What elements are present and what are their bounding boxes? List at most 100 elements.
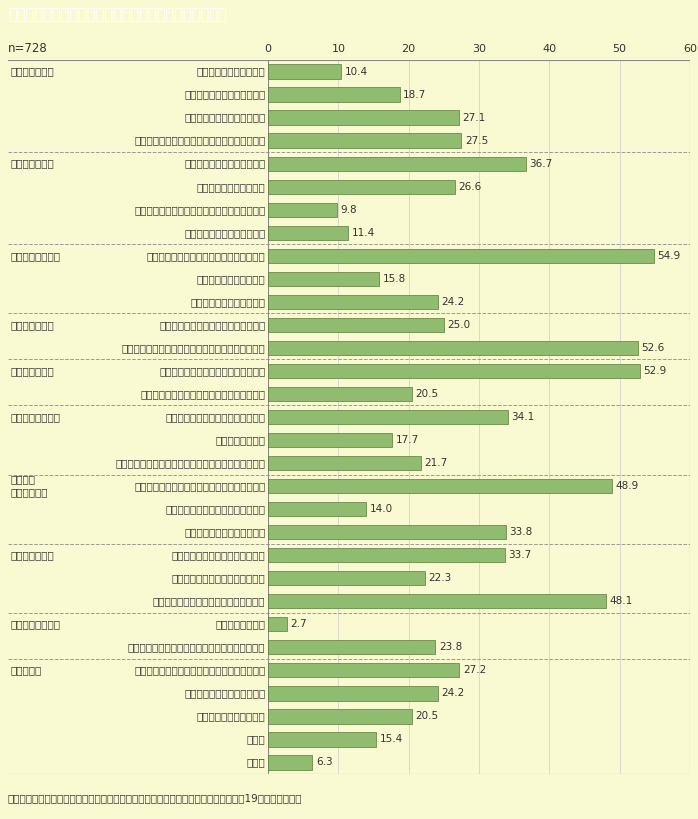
Text: 14.0: 14.0 (370, 505, 393, 514)
Bar (268, 133, 461, 147)
Text: 48.1: 48.1 (610, 596, 633, 606)
Text: 新しい環境になじめない: 新しい環境になじめない (197, 712, 265, 722)
Text: 52.9: 52.9 (644, 366, 667, 376)
Text: 9.8: 9.8 (341, 205, 357, 215)
Text: 子どもを相手のもとから取り戻すことや子どもの親権: 子どもを相手のもとから取り戻すことや子どもの親権 (115, 458, 265, 468)
Text: 相手からの追跡や嫌がらせがある: 相手からの追跡や嫌がらせがある (172, 550, 265, 560)
Text: 第１－５－２図　離れて生活を始めるに当たっての困難: 第１－５－２図 離れて生活を始めるに当たっての困難 (8, 7, 227, 22)
Text: 生活保護が受けられない: 生活保護が受けられない (197, 274, 265, 284)
Text: 17.7: 17.7 (396, 435, 419, 445)
Bar (268, 341, 638, 355)
Text: 24.2: 24.2 (442, 296, 465, 307)
Bar (268, 548, 505, 563)
Text: 相談できる人が周りにいない: 相談できる人が周りにいない (184, 689, 265, 699)
Bar (268, 618, 287, 631)
Text: 【支援者のこと】: 【支援者のこと】 (10, 619, 61, 629)
Text: 【健康のこと】: 【健康のこと】 (10, 366, 54, 376)
Bar (268, 479, 612, 493)
Text: 26.6: 26.6 (459, 182, 482, 192)
Text: 母国語が通じない: 母国語が通じない (216, 619, 265, 629)
Text: 27.2: 27.2 (463, 665, 486, 676)
Text: 【手続のこと】: 【手続のこと】 (10, 320, 54, 330)
Text: 30: 30 (472, 44, 486, 54)
Bar (268, 732, 376, 747)
Text: 0: 0 (265, 44, 272, 54)
Bar (268, 179, 455, 194)
Text: 裁判や調停に時間やエネルギー，お金を要する: 裁判や調停に時間やエネルギー，お金を要する (134, 481, 265, 491)
Bar (268, 272, 379, 286)
Text: 10.4: 10.4 (345, 66, 368, 76)
Text: 【相手のこと】: 【相手のこと】 (10, 550, 54, 560)
Text: お金がなくて病院での治療等を受けられない: お金がなくて病院での治療等を受けられない (140, 389, 265, 399)
Text: 34.1: 34.1 (512, 412, 535, 422)
Text: 25.0: 25.0 (447, 320, 470, 330)
Text: 無回答: 無回答 (246, 758, 265, 767)
Text: 民間賃貸住宅に入居できない: 民間賃貸住宅に入居できない (184, 89, 265, 100)
Text: 【就労のこと】: 【就労のこと】 (10, 159, 54, 169)
Text: （備考）内閣府「配偶者からの暴力の被害者の自立支援等に関する調査結果」（平成19年）より作成。: （備考）内閣府「配偶者からの暴力の被害者の自立支援等に関する調査結果」（平成19… (8, 793, 302, 803)
Text: 児童扶養手当がもらえない: 児童扶養手当がもらえない (191, 296, 265, 307)
Text: 54.9: 54.9 (658, 251, 681, 260)
Bar (268, 249, 654, 263)
Bar (268, 663, 459, 677)
Text: 【子どものこと】: 【子どものこと】 (10, 412, 61, 422)
Text: 10: 10 (332, 44, 346, 54)
Text: 相手が子どもとの面会を要求する: 相手が子どもとの面会を要求する (172, 573, 265, 583)
Text: 50: 50 (613, 44, 627, 54)
Text: 20.5: 20.5 (416, 712, 439, 722)
Text: 15.4: 15.4 (380, 735, 403, 744)
Bar (268, 571, 425, 586)
Bar (268, 225, 348, 240)
Bar (268, 295, 438, 309)
Text: 36.7: 36.7 (530, 159, 553, 169)
Text: 18.7: 18.7 (403, 89, 426, 100)
Text: 調停のこと】: 調停のこと】 (10, 487, 48, 498)
Text: 公的賃貸住宅に入居できない: 公的賃貸住宅に入居できない (184, 112, 265, 123)
Text: 2.7: 2.7 (290, 619, 307, 629)
Text: 24.2: 24.2 (442, 689, 465, 699)
Text: 52.6: 52.6 (641, 343, 664, 353)
Bar (268, 456, 421, 470)
Text: 子どもの問題行動: 子どもの問題行動 (216, 435, 265, 445)
Text: 保護命令の申し立て手続がめんどう: 保護命令の申し立て手続がめんどう (165, 505, 265, 514)
Text: 6.3: 6.3 (315, 758, 332, 767)
Text: 適当な就職先が見つからない: 適当な就職先が見つからない (184, 159, 265, 169)
Text: 27.5: 27.5 (465, 136, 488, 146)
Text: 民間賃貸住宅に入居するための保証人がいない: 民間賃貸住宅に入居するための保証人がいない (134, 136, 265, 146)
Text: どのように就職活動をすればよいかわからない: どのように就職活動をすればよいかわからない (134, 205, 265, 215)
Text: n=728: n=728 (8, 43, 47, 56)
Text: 22.3: 22.3 (429, 573, 452, 583)
Bar (268, 709, 413, 723)
Text: 27.1: 27.1 (462, 112, 485, 123)
Text: どうすれば自立して生活できるのか情報がない: どうすれば自立して生活できるのか情報がない (134, 665, 265, 676)
Bar (268, 387, 413, 401)
Text: その他: その他 (246, 735, 265, 744)
Text: 相手が怖くて家に荷物を取りに行けない: 相手が怖くて家に荷物を取りに行けない (153, 596, 265, 606)
Text: 子どもの就学や保育所に関すること: 子どもの就学や保育所に関すること (165, 412, 265, 422)
Text: 【住居のこと】: 【住居のこと】 (10, 66, 54, 76)
Text: 【経済的なこと】: 【経済的なこと】 (10, 251, 61, 260)
Bar (268, 525, 506, 539)
Bar (268, 364, 640, 378)
Text: 15.8: 15.8 (383, 274, 406, 284)
Text: 【裁判・: 【裁判・ (10, 475, 36, 485)
Text: 60: 60 (683, 44, 697, 54)
Text: 20.5: 20.5 (416, 389, 439, 399)
Text: 就職に必要な技能がない: 就職に必要な技能がない (197, 182, 265, 192)
Text: 33.7: 33.7 (509, 550, 532, 560)
Bar (268, 755, 312, 770)
Bar (268, 318, 444, 332)
Text: 相手が離婚に応じてくれない: 相手が離婚に応じてくれない (184, 527, 265, 537)
Bar (268, 686, 438, 700)
Bar (268, 433, 392, 447)
Text: 33.8: 33.8 (510, 527, 533, 537)
Text: 20: 20 (401, 44, 416, 54)
Bar (268, 88, 399, 102)
Text: 11.4: 11.4 (352, 228, 375, 238)
Text: 自分の体調や気持ちが回復していない: 自分の体調や気持ちが回復していない (159, 366, 265, 376)
Bar (268, 202, 337, 217)
Text: 40: 40 (542, 44, 556, 54)
Text: 21.7: 21.7 (424, 458, 447, 468)
Bar (268, 502, 366, 516)
Text: 住所を知られないようにするため住民票を移せない: 住所を知られないようにするため住民票を移せない (121, 343, 265, 353)
